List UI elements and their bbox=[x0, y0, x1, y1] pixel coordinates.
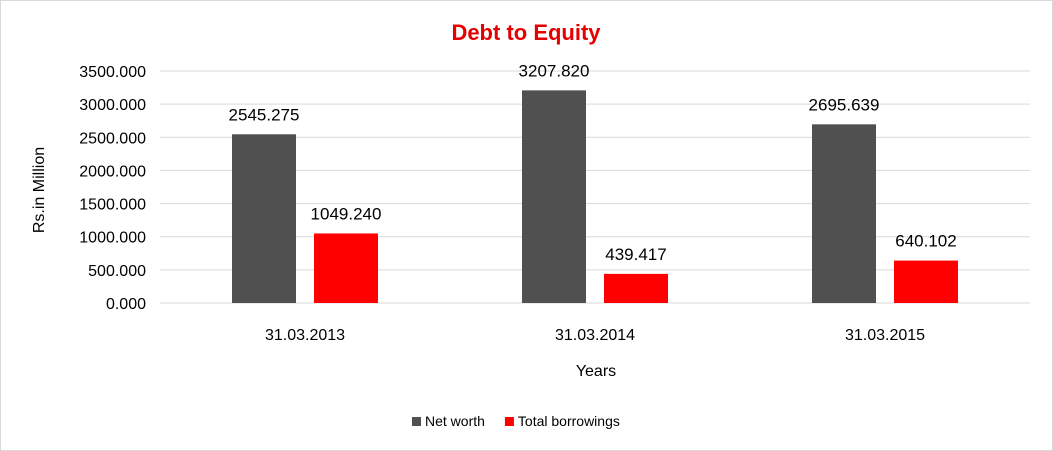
bar-net-worth bbox=[522, 90, 586, 303]
x-tick-label: 31.03.2014 bbox=[555, 327, 635, 344]
data-label: 640.102 bbox=[895, 232, 956, 251]
bar-net-worth bbox=[812, 124, 876, 303]
y-axis-title: Rs.in Million bbox=[31, 147, 48, 233]
bar-total-borrowings bbox=[604, 273, 668, 303]
bars bbox=[232, 90, 958, 303]
x-axis-title: Years bbox=[576, 363, 616, 380]
gridlines bbox=[160, 70, 1030, 304]
x-tick-label: 31.03.2015 bbox=[845, 327, 925, 344]
data-label: 2695.639 bbox=[809, 95, 880, 114]
legend: Net worth Total borrowings bbox=[412, 413, 620, 429]
data-label: 3207.820 bbox=[519, 61, 590, 80]
bar-total-borrowings bbox=[314, 233, 378, 303]
x-tick-label: 31.03.2013 bbox=[265, 327, 345, 344]
y-tick-label: 0.000 bbox=[106, 296, 146, 313]
chart-title: Debt to Equity bbox=[451, 20, 601, 45]
bar-total-borrowings bbox=[894, 260, 958, 303]
data-label: 2545.275 bbox=[229, 105, 300, 124]
legend-swatch bbox=[504, 417, 514, 426]
legend-swatch bbox=[412, 417, 421, 426]
bar-net-worth bbox=[232, 134, 296, 303]
y-tick-label: 2500.000 bbox=[79, 130, 146, 147]
data-label: 439.417 bbox=[605, 245, 666, 264]
x-axis-tick-labels: 31.03.2013 31.03.2014 31.03.2015 bbox=[265, 327, 925, 344]
y-tick-label: 1000.000 bbox=[79, 230, 146, 247]
y-tick-label: 3500.000 bbox=[79, 64, 146, 81]
y-tick-label: 3000.000 bbox=[79, 97, 146, 114]
y-tick-label: 500.000 bbox=[88, 263, 146, 280]
legend-label: Net worth bbox=[425, 413, 485, 429]
legend-label: Total borrowings bbox=[518, 413, 620, 429]
y-tick-label: 2000.000 bbox=[79, 163, 146, 180]
data-labels: 2545.275 1049.240 3207.820 439.417 2695.639 6… bbox=[229, 61, 957, 264]
y-axis-tick-labels: 0.000 500.000 1000.000 1500.000 2000.000 2500… bbox=[79, 64, 146, 313]
data-label: 1049.240 bbox=[311, 204, 382, 223]
y-tick-label: 1500.000 bbox=[79, 197, 146, 214]
